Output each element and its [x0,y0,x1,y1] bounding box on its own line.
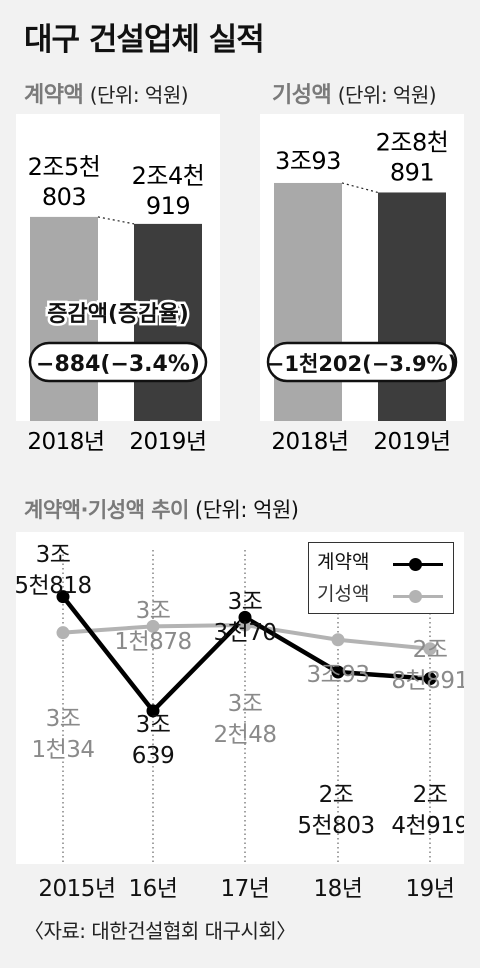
data-label-contract-4-0: 2조 [413,782,448,808]
point-completion-1 [146,619,160,633]
trend-line-panel: 3조 5천818 3조 639 3조 3천70 2조 5천803 2조 4천919 3조 1천34 3조… [14,532,469,864]
legend-item-completion: 기성액 [317,579,369,609]
x-tick-1: 16년 [129,876,178,902]
source-note: 〈자료: 대한건설협회 대구시회〉 [24,919,296,943]
data-label-contract-3-0: 2조 [319,782,354,808]
data-label-contract-2-1: 3천70 [213,620,276,646]
legend-label-contract: 계약액 [317,551,370,573]
x-tick-2018: 2018년 [271,429,348,455]
data-label-completion-1-0: 3조 [136,598,171,624]
change-title: 증감액(증감율) [47,302,189,327]
data-label-completion-2-0: 3조 [228,691,263,717]
contract-chart-title: 계약액 [24,83,84,108]
change-badge-label: −1천202(−3.9%) [267,352,457,376]
value-label-2019-line1: 2조8천 [376,128,449,156]
change-badge [28,341,208,383]
legend-swatch-completion [393,590,443,603]
data-label-contract-1-0: 3조 [136,712,171,738]
legend-label-completion: 기성액 [317,583,370,605]
bar-2018-completion [274,182,342,421]
completion-chart-title: 기성액 [272,83,332,108]
data-label-contract-4-1: 4천919 [391,813,464,839]
data-label-contract-2-0: 3조 [228,589,263,615]
x-tick-3: 18년 [314,876,363,902]
point-completion-0 [56,626,70,640]
legend-marker-contract [409,558,422,571]
value-label-2019-line2: 919 [146,192,190,220]
point-contract-3 [331,665,345,679]
x-tick-2: 17년 [221,876,270,902]
x-tick-2019: 2019년 [129,429,206,455]
change-badge [266,341,458,383]
value-label-2018-line1: 2조5천 [28,153,101,181]
data-label-completion-0-0: 3조 [46,706,81,732]
bar-2018-contract [30,216,98,421]
contract-chart-header: 계약액 (단위: 억원) [24,78,189,112]
x-tick-0: 2015년 [38,876,115,902]
data-label-contract-0-1: 5천818 [16,573,92,599]
trend-chart-title: 계약액·기성액 추이 [24,498,189,522]
point-completion-4 [423,642,437,656]
bar-2019-contract [134,223,202,421]
x-tick-4: 19년 [406,876,455,902]
data-label-completion-4-0: 2조 [413,637,448,663]
trend-chart-header: 계약액·기성액 추이 (단위: 억원) [24,494,299,524]
point-contract-4 [423,672,437,686]
bar-2019-completion [378,192,446,421]
trend-unit-label: (단위: 억원) [195,498,299,522]
data-label-contract-1-1: 639 [132,743,174,769]
data-label-completion-3-0: 3조93 [306,662,369,688]
point-contract-2 [238,610,252,624]
data-label-completion-1-1: 1천878 [114,629,191,655]
value-label-2019-line2: 891 [390,158,434,186]
data-label-completion-2-1: 2천48 [213,722,276,748]
value-label-2018: 3조93 [275,147,341,175]
x-tick-2019: 2019년 [373,429,450,455]
line-x-axis: 2015년 16년 17년 18년 19년 [38,876,455,902]
data-label-completion-4-1: 8천891 [391,668,464,694]
data-label-contract-0-0: 3조 [36,542,71,568]
point-completion-3 [331,633,345,647]
trend-line-chart: 3조 5천818 3조 639 3조 3천70 2조 5천803 2조 4천919 3조 1천34 3조… [14,542,469,862]
data-label-contract-3-1: 5천803 [297,813,374,839]
contract-bar-chart: 2조5천 803 2조4천 919 증감액(증감율) −884(−3.4%) [28,153,208,421]
contract-unit-label: (단위: 억원) [89,83,189,107]
point-contract-0 [56,590,70,604]
data-label-completion-0-1: 1천34 [31,737,94,763]
contract-bar-panel: 2조5천 803 2조4천 919 증감액(증감율) −884(−3.4%) [16,114,220,421]
connector-dotted-line [97,216,135,225]
value-label-2018-line2: 803 [42,183,86,211]
change-badge-label: −884(−3.4%) [36,352,200,377]
completion-chart-header: 기성액 (단위: 억원) [272,78,437,112]
legend-swatch-contract [393,558,443,571]
connector-dotted-line [341,182,379,194]
value-label-2019-line1: 2조4천 [132,162,205,190]
x-tick-2018: 2018년 [27,429,104,455]
page-title: 대구 건설업체 실적 [24,22,265,58]
completion-unit-label: (단위: 억원) [337,83,437,107]
completion-bar-chart: 3조93 2조8천 891 −1천202(−3.9%) [266,128,458,421]
legend-item-contract: 계약액 [317,547,369,577]
bar-x-axis: 2018년 2019년 2018년 2019년 [27,429,451,455]
point-contract-1 [146,704,160,718]
legend-marker-completion [409,590,422,603]
legend: 계약액 기성액 [308,542,454,614]
completion-bar-panel: 3조93 2조8천 891 −1천202(−3.9%) [260,114,464,421]
